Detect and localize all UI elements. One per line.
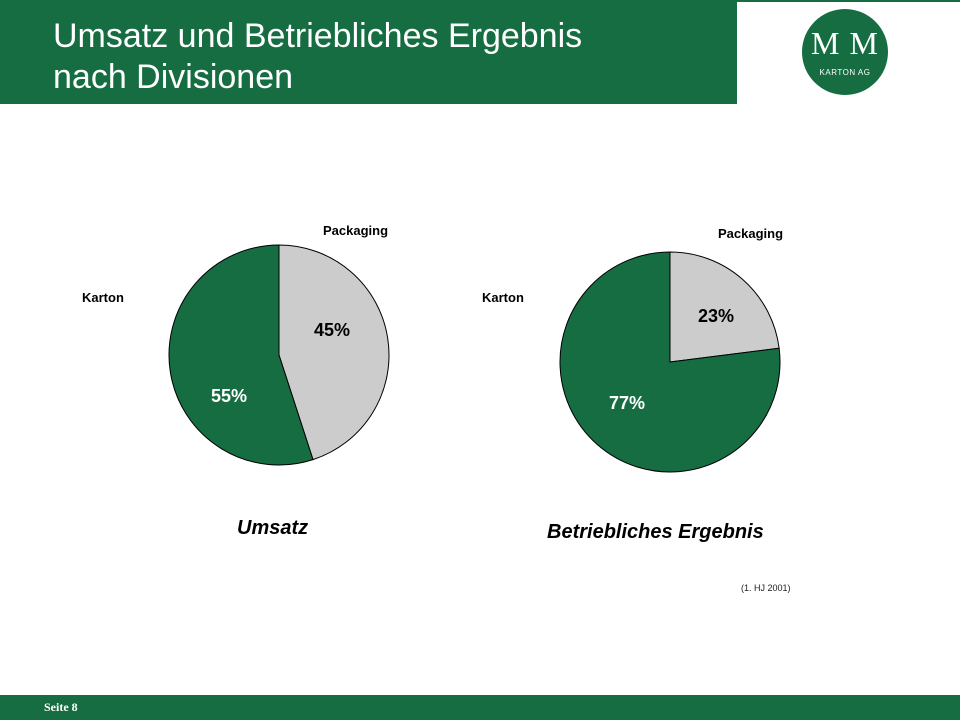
pie-slice-karton — [168, 244, 314, 466]
pie-slice-packaging — [278, 244, 390, 461]
pie-chart-umsatz — [168, 244, 390, 466]
pie2-value-label-1: 77% — [609, 393, 646, 413]
pie-slice-packaging — [669, 251, 780, 363]
title-line-2: nach Divisionen — [53, 58, 294, 96]
logo-subtext: KARTON AG — [819, 68, 871, 77]
title-line-1: Umsatz und Betriebliches Ergebnis — [53, 17, 583, 55]
pie1-category-label-1: Karton — [82, 290, 124, 305]
pie2-category-label-0: Packaging — [718, 226, 784, 241]
page-number: Seite 8 — [44, 700, 78, 714]
pie1-value-label-0: 45% — [314, 320, 351, 340]
page-title: Umsatz und Betriebliches Ergebnis nach Di… — [53, 16, 582, 98]
logo-letters: M M — [811, 25, 879, 61]
pie-chart-betriebliches-ergebnis — [559, 251, 781, 473]
company-logo: M M KARTON AG — [802, 9, 888, 95]
pie1-category-label-0: Packaging — [323, 223, 389, 238]
pie1-value-label-1: 55% — [211, 386, 248, 406]
pie1-caption: Umsatz — [237, 517, 309, 539]
pie2-category-label-1: Karton — [482, 290, 524, 305]
period-note: (1. HJ 2001) — [741, 583, 791, 593]
pie2-caption: Betriebliches Ergebnis — [547, 521, 764, 543]
pie2-value-label-0: 23% — [698, 306, 735, 326]
logo-panel: M M KARTON AG — [737, 2, 960, 104]
footer-bar: Seite 8 — [0, 695, 960, 720]
header-bar: Umsatz und Betriebliches Ergebnis nach Di… — [0, 0, 960, 104]
pie-slice-karton — [559, 251, 781, 473]
